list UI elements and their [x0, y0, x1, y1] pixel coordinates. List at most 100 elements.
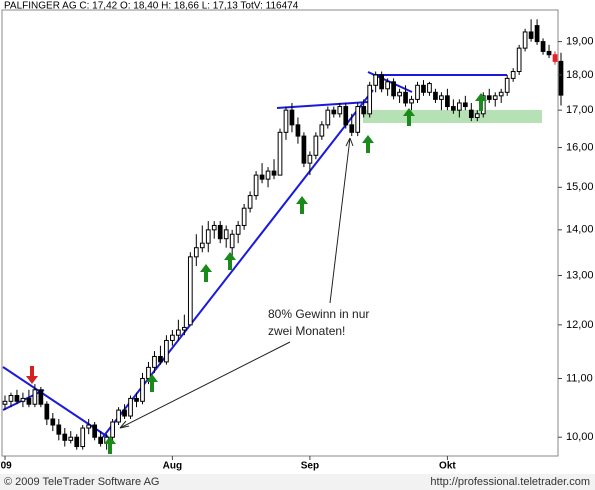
y-tick-label: 16,00 [566, 141, 594, 153]
candle-body [439, 95, 444, 100]
candle-body [558, 60, 564, 96]
candle-body [325, 109, 331, 126]
chart-title: PALFINGER AG C: 17,42 O: 18,40 H: 18,66 … [4, 1, 299, 12]
candle-body [534, 25, 540, 43]
candle-body [367, 84, 373, 115]
candle-body [391, 81, 396, 97]
candle-body [32, 389, 38, 405]
candle-body [211, 224, 217, 231]
candle-body [193, 247, 199, 258]
x-tick-label: Aug [163, 461, 182, 472]
y-tick-label: 10,00 [566, 431, 594, 443]
candle-body [445, 95, 450, 108]
candle-body [313, 135, 319, 156]
candle-body [451, 106, 456, 111]
candle-body [110, 421, 115, 438]
candle-body [187, 256, 193, 326]
candle-body [146, 366, 151, 379]
candle-body [235, 224, 241, 235]
candles [2, 19, 564, 450]
candle-body [492, 95, 498, 100]
annotation: 80% Gewinn in nur [268, 307, 369, 321]
buy-arrow [224, 252, 236, 270]
candle-body [98, 436, 103, 444]
candle-body [409, 98, 414, 104]
y-tick-label: 11,00 [566, 372, 593, 384]
annotation-arrows [119, 137, 354, 429]
candle-body [253, 174, 259, 197]
y-tick-label: 15,00 [566, 181, 594, 193]
candle-body [301, 135, 307, 164]
sell-arrow [26, 366, 38, 384]
candle-body [92, 424, 98, 438]
candle-body [74, 436, 80, 448]
buy-arrow [104, 436, 116, 454]
buy-arrow [296, 196, 308, 214]
signal-arrows [26, 93, 487, 454]
candle-body [343, 106, 349, 126]
candle-body [522, 31, 528, 49]
candle-body [379, 74, 384, 90]
candle-body [122, 409, 127, 417]
candle-body [44, 403, 50, 420]
candle-body [164, 339, 169, 363]
candle-body [421, 84, 426, 93]
candle-body [62, 433, 68, 441]
candle-body [498, 91, 504, 97]
buy-arrow [475, 93, 487, 111]
y-tick-label: 12,00 [566, 319, 594, 331]
candle-body [403, 91, 408, 104]
candle-body [415, 84, 420, 100]
candle-body [337, 106, 343, 115]
candle-body [223, 229, 229, 240]
candle-body [38, 389, 44, 405]
zone [363, 110, 542, 123]
copyright: © 2009 TeleTrader Software AG [4, 476, 159, 488]
candle-body [528, 31, 534, 39]
arrow-head [345, 137, 354, 147]
candle-body [140, 377, 145, 402]
x-tick-label: Sep [301, 461, 319, 472]
candle-body [229, 233, 235, 249]
candle-body [361, 106, 367, 115]
candle-body [116, 409, 121, 423]
candle-body [199, 242, 205, 249]
candle-body [241, 207, 247, 226]
candle-body [540, 41, 546, 52]
candle-body [295, 124, 301, 137]
candle-body [205, 229, 211, 244]
candle-body [552, 54, 558, 62]
candle-body [462, 102, 468, 108]
x-tick-label: '09 [0, 461, 12, 472]
candle-body [397, 91, 402, 97]
candle-body [128, 397, 133, 417]
candle-body [86, 424, 92, 429]
candle-body [319, 124, 325, 137]
candle-body [80, 427, 86, 448]
candle-body [176, 329, 181, 336]
x-tick-label: Okt [439, 461, 456, 472]
candle-body [289, 109, 295, 126]
candle-body [20, 397, 26, 402]
y-tick-label: 19,00 [566, 36, 594, 48]
candle-body [247, 195, 253, 209]
candle-body [355, 106, 361, 133]
source-url: http://professional.teletrader.com [430, 476, 590, 488]
candle-body [14, 395, 20, 402]
candle-body [546, 50, 552, 56]
candle-body [474, 113, 480, 118]
annotation-arrow [119, 341, 291, 429]
buy-arrow [362, 135, 374, 153]
candle-body [504, 77, 510, 93]
candle-body [134, 397, 139, 402]
candle-body [152, 355, 157, 368]
y-tick-label: 18,00 [566, 69, 594, 81]
candle-body [170, 334, 175, 341]
candle-body [373, 74, 379, 86]
candle-body [433, 91, 438, 100]
candle-body [2, 400, 8, 405]
buy-arrow [403, 108, 415, 126]
candle-body [265, 170, 271, 180]
